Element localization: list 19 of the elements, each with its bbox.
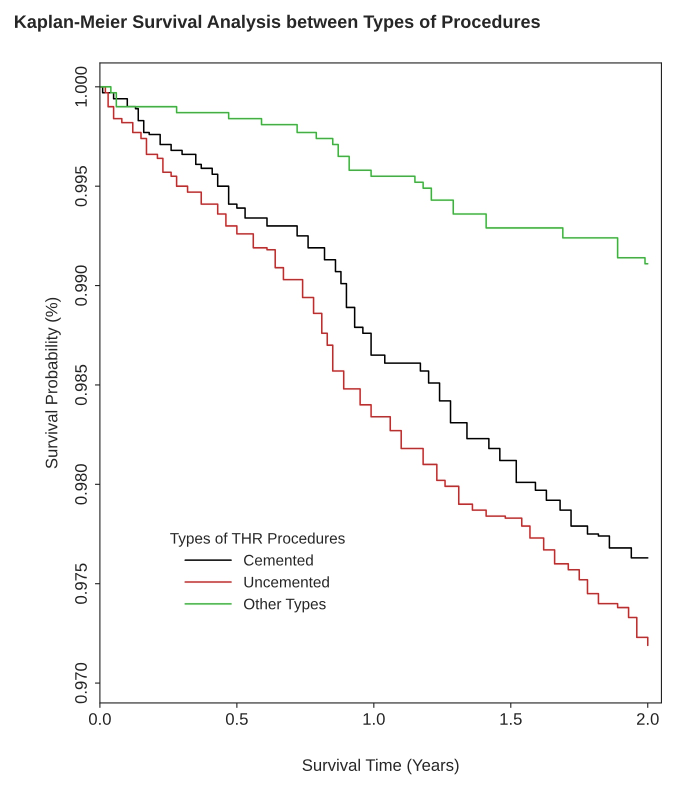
x-tick-label: 0.5: [226, 713, 248, 725]
x-axis-title: Survival Time (Years): [302, 758, 459, 774]
legend-label: Cemented: [244, 554, 313, 566]
legend-label: Uncemented: [244, 576, 329, 588]
y-tick-label: 0.980: [75, 464, 87, 505]
chart-title: Kaplan-Meier Survival Analysis between Types of Procedures: [14, 14, 540, 32]
x-tick-label: 1.5: [500, 713, 522, 725]
y-tick-label: 0.985: [75, 364, 87, 406]
y-tick-label: 1.000: [75, 66, 87, 106]
legend-title: Types of THR Procedures: [170, 532, 345, 547]
legend-label: Other Types: [244, 598, 326, 612]
y-tick-label: 0.995: [75, 166, 87, 206]
y-tick-label: 0.970: [75, 662, 87, 704]
x-tick-label: 1.0: [364, 713, 385, 725]
x-tick-label: 2.0: [637, 713, 659, 725]
y-tick-label: 0.975: [75, 564, 87, 604]
y-tick-label: 0.990: [75, 265, 87, 306]
y-axis-title: Survival Probability (%): [45, 298, 61, 468]
x-tick-label: 0.0: [88, 713, 111, 725]
